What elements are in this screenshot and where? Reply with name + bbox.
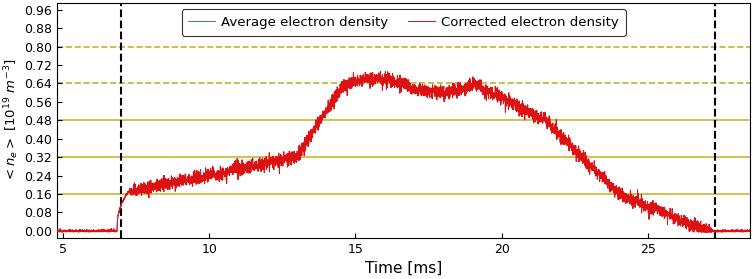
- Average electron density: [623, 197, 632, 200]
- Corrected electron density: [178, 178, 187, 181]
- Corrected electron density: [745, 230, 753, 234]
- Corrected electron density: [55, 230, 64, 234]
- Average electron density: [504, 100, 513, 103]
- X-axis label: Time [ms]: Time [ms]: [365, 261, 442, 276]
- Legend: Average electron density, Corrected electron density: Average electron density, Corrected elec…: [181, 9, 626, 35]
- Line: Average electron density: Average electron density: [57, 78, 750, 232]
- Line: Corrected electron density: Corrected electron density: [57, 71, 750, 232]
- Y-axis label: $< n_e > \ [10^{19} \ m^{-3}]$: $< n_e > \ [10^{19} \ m^{-3}]$: [3, 59, 22, 182]
- Corrected electron density: [623, 194, 632, 197]
- Average electron density: [745, 230, 753, 233]
- Average electron density: [703, 230, 712, 234]
- Corrected electron density: [53, 229, 62, 233]
- Average electron density: [318, 116, 327, 120]
- Average electron density: [178, 180, 187, 183]
- Corrected electron density: [381, 70, 390, 73]
- Corrected electron density: [504, 99, 513, 103]
- Average electron density: [570, 148, 579, 152]
- Corrected electron density: [570, 145, 579, 148]
- Corrected electron density: [468, 80, 477, 84]
- Average electron density: [368, 76, 377, 79]
- Average electron density: [53, 229, 62, 233]
- Average electron density: [468, 81, 477, 84]
- Corrected electron density: [318, 115, 327, 118]
